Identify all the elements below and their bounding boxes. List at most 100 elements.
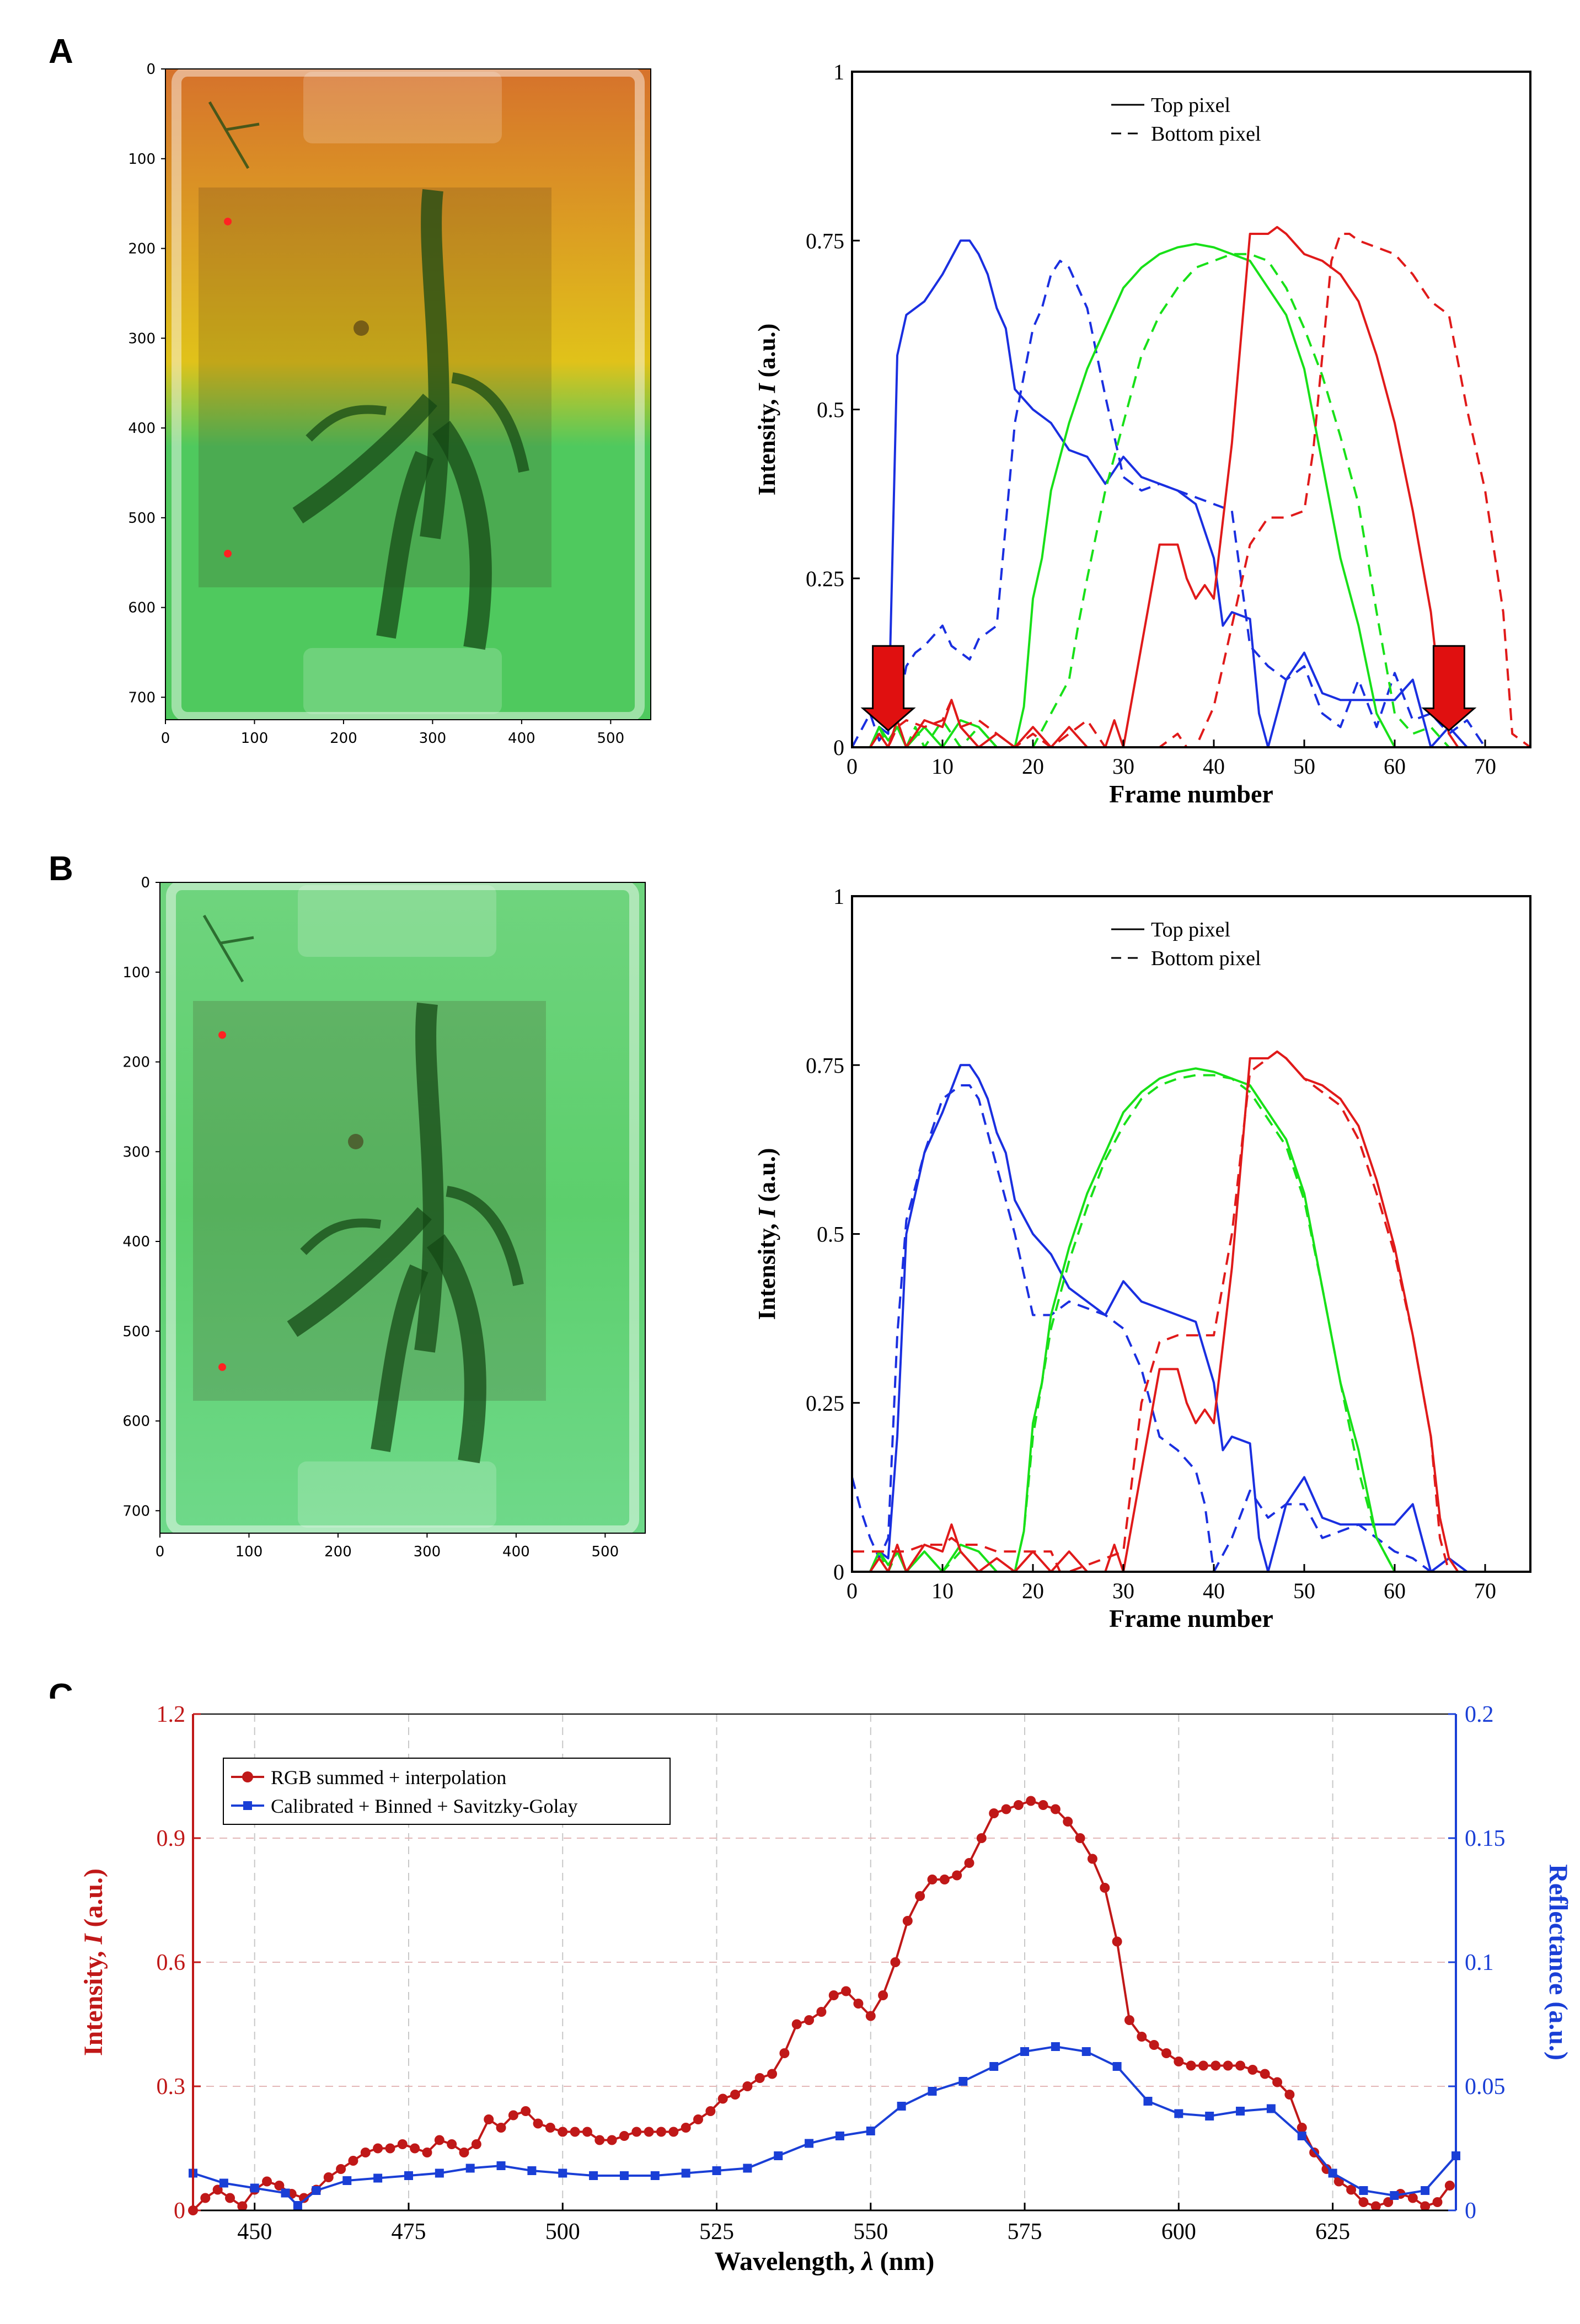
substrate-hole bbox=[348, 1134, 363, 1149]
image-axes-frame bbox=[165, 68, 651, 720]
data-point-rgb-summed bbox=[717, 2093, 728, 2104]
left-y-axis-label: Intensity, I (a.u.) bbox=[79, 1868, 108, 2056]
image-y-tick-label: 0 bbox=[141, 875, 150, 891]
data-point-rgb-summed bbox=[1174, 2057, 1184, 2066]
y-axis-label-text: Intensity, bbox=[753, 1218, 780, 1320]
data-point-rgb-summed bbox=[594, 2135, 605, 2145]
x-axis-label-units: (nm) bbox=[874, 2247, 935, 2276]
data-point-rgb-summed bbox=[865, 2011, 876, 2021]
substrate-panel bbox=[199, 188, 551, 587]
data-point-rgb-summed bbox=[779, 2048, 790, 2058]
data-point-rgb-summed bbox=[262, 2176, 272, 2187]
plant-branch bbox=[287, 1207, 432, 1337]
data-point-rgb-summed bbox=[533, 2118, 543, 2129]
left-y-tick-label: 0.3 bbox=[157, 2074, 186, 2100]
data-point-rgb-summed bbox=[1124, 2015, 1134, 2025]
plant-root bbox=[202, 914, 254, 983]
data-point-calibrated bbox=[1236, 2107, 1245, 2116]
image-x-tick-label: 500 bbox=[597, 730, 625, 747]
data-point-rgb-summed bbox=[385, 2143, 395, 2154]
data-point-calibrated bbox=[1174, 2109, 1183, 2118]
y-tick-label: 0.5 bbox=[817, 1222, 844, 1247]
data-point-rgb-summed bbox=[1432, 2197, 1443, 2207]
image-background bbox=[160, 882, 645, 1533]
data-point-rgb-summed bbox=[1260, 2069, 1270, 2079]
image-x-tick-label: 100 bbox=[241, 730, 269, 747]
data-point-calibrated bbox=[1266, 2104, 1276, 2113]
legend-blue-marker bbox=[243, 1801, 252, 1810]
data-point-rgb-summed bbox=[828, 1990, 839, 2000]
image-y-tick-label: 100 bbox=[128, 151, 156, 168]
legend-label-bottom-pixel: Bottom pixel bbox=[1151, 122, 1261, 146]
plant-leaf bbox=[306, 405, 387, 442]
container-bottom-tab bbox=[303, 648, 502, 714]
series-line-green-bottom-pixel bbox=[852, 1074, 1530, 1572]
data-point-rgb-summed bbox=[915, 1891, 925, 1901]
image-y-tick-label: 100 bbox=[122, 965, 150, 981]
y-tick-label: 0.25 bbox=[806, 566, 844, 591]
data-point-rgb-summed bbox=[878, 1990, 888, 2000]
x-axis-label: Frame number bbox=[1109, 780, 1273, 808]
data-point-rgb-summed bbox=[1284, 2090, 1295, 2100]
data-point-calibrated bbox=[465, 2164, 475, 2173]
data-point-rgb-summed bbox=[496, 2123, 506, 2133]
x-tick-label: 60 bbox=[1384, 754, 1406, 779]
data-point-rgb-summed bbox=[1358, 2197, 1369, 2207]
plant-stem bbox=[420, 189, 449, 539]
top-pixel-marker bbox=[218, 1031, 227, 1039]
y-tick-label: 1 bbox=[833, 884, 844, 909]
left-y-tick-label: 0.6 bbox=[157, 1950, 186, 1975]
data-point-rgb-summed bbox=[582, 2127, 592, 2137]
panel-c-chart: 0 0.3 0.6 0.9 1.2 0 0.05 0.1 0.15 0.2 450 475 500 525… bbox=[44, 1699, 1577, 2300]
x-tick-label: 450 bbox=[237, 2219, 272, 2245]
container-lid-tab bbox=[303, 72, 502, 143]
legend-label-bottom-pixel: Bottom pixel bbox=[1151, 947, 1261, 970]
data-point-rgb-summed bbox=[1063, 1817, 1073, 1827]
data-point-calibrated bbox=[281, 2188, 290, 2198]
image-y-tick-label: 600 bbox=[128, 600, 156, 617]
image-y-tick-label: 500 bbox=[128, 510, 156, 527]
data-point-calibrated bbox=[1143, 2097, 1153, 2106]
data-point-rgb-summed bbox=[410, 2143, 420, 2154]
right-y-axis-label: Reflectance (a.u.) bbox=[1544, 1864, 1573, 2060]
x-tick-label: 0 bbox=[847, 1578, 858, 1603]
data-point-rgb-summed bbox=[1087, 1854, 1097, 1864]
data-point-rgb-summed bbox=[607, 2135, 617, 2145]
data-point-rgb-summed bbox=[1161, 2048, 1171, 2058]
data-point-calibrated bbox=[1421, 2186, 1430, 2195]
bottom-pixel-marker bbox=[224, 549, 232, 558]
data-point-rgb-summed bbox=[742, 2081, 753, 2091]
left-y-tick-label: 0.9 bbox=[157, 1826, 186, 1851]
data-point-rgb-summed bbox=[1100, 1883, 1110, 1893]
data-point-rgb-summed bbox=[730, 2090, 741, 2100]
data-point-rgb-summed bbox=[619, 2131, 629, 2141]
chart-background bbox=[733, 874, 1550, 1679]
x-tick-label: 600 bbox=[1161, 2219, 1196, 2245]
panel-b-image: 0 100 200 300 400 500 600 700 0 100 200 300 400 500 bbox=[122, 875, 646, 1560]
image-y-tick-label: 700 bbox=[128, 689, 156, 706]
data-point-calibrated bbox=[989, 2062, 999, 2071]
plant-branch bbox=[426, 1234, 486, 1464]
x-axis-label-text: Wavelength, bbox=[715, 2247, 862, 2276]
x-tick-label: 30 bbox=[1112, 1578, 1134, 1603]
left-y-tick-label: 1.2 bbox=[157, 1702, 186, 1727]
panel-letter-b: B bbox=[49, 850, 73, 888]
x-tick-label: 30 bbox=[1112, 754, 1134, 779]
data-point-rgb-summed bbox=[200, 2193, 211, 2203]
plant-branch bbox=[376, 451, 434, 639]
data-point-rgb-summed bbox=[841, 1986, 851, 1996]
image-y-tick-label: 700 bbox=[122, 1503, 150, 1519]
data-point-calibrated bbox=[1205, 2112, 1214, 2120]
legend-label-calibrated: Calibrated + Binned + Savitzky-Golay bbox=[271, 1795, 578, 1817]
substrate-panel bbox=[193, 1001, 546, 1401]
data-point-rgb-summed bbox=[1137, 2032, 1147, 2042]
x-tick-label: 50 bbox=[1293, 754, 1315, 779]
container-rim bbox=[166, 880, 639, 1535]
y-tick-label: 0.75 bbox=[806, 1053, 844, 1078]
plant-stem bbox=[414, 1002, 444, 1353]
data-point-calibrated bbox=[1297, 2132, 1306, 2140]
y-axis-label: Intensity, I (a.u.) bbox=[753, 324, 780, 496]
data-point-rgb-summed bbox=[644, 2127, 654, 2137]
image-y-tick-label: 300 bbox=[128, 330, 156, 347]
data-point-calibrated bbox=[1359, 2186, 1368, 2195]
